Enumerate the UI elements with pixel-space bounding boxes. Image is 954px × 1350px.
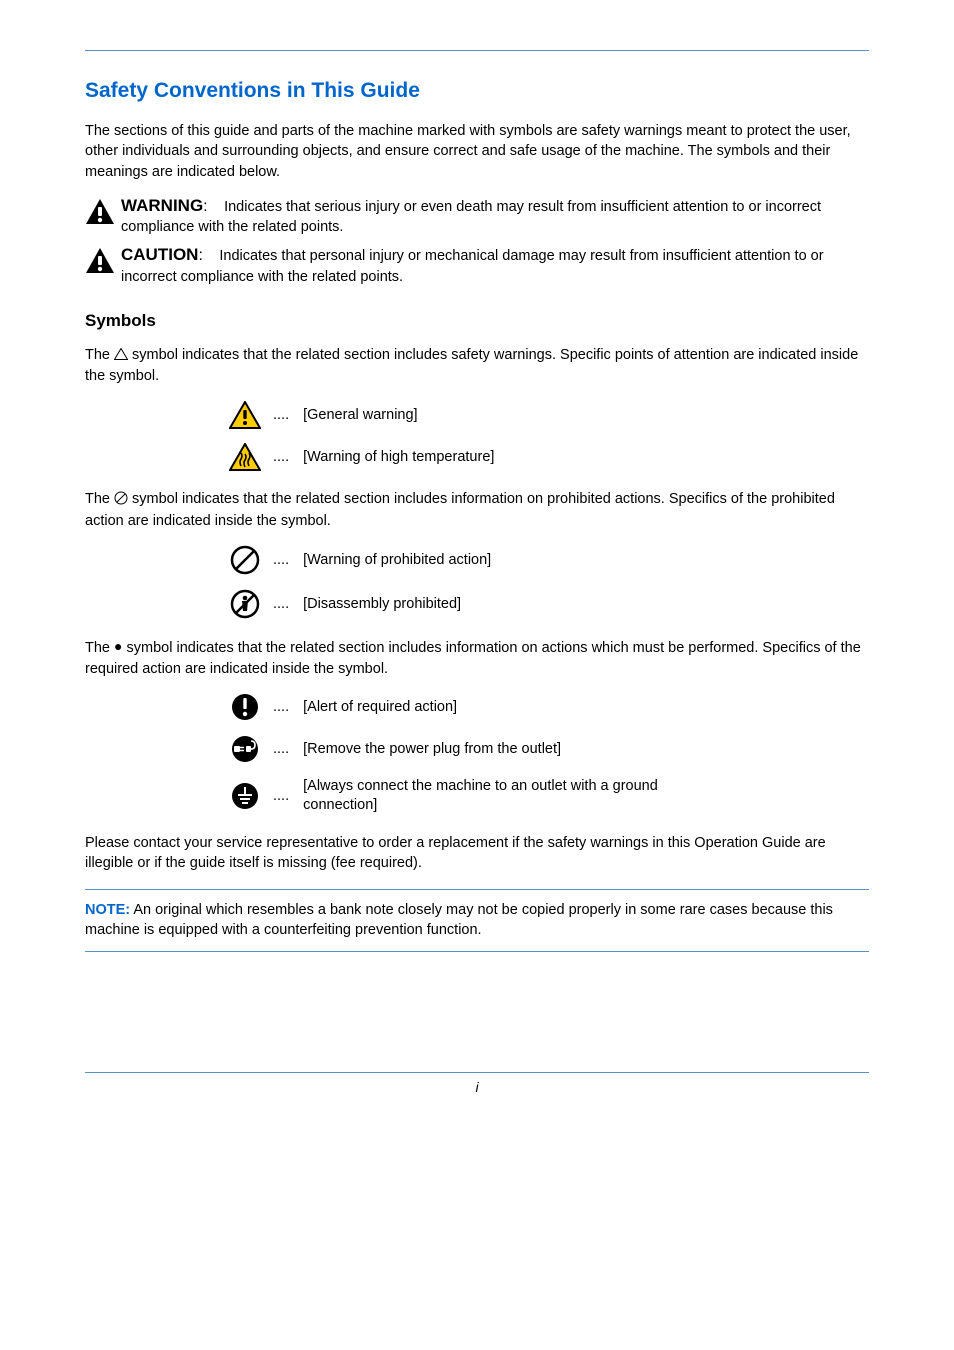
- caution-row: CAUTION: Indicates that personal injury …: [85, 245, 869, 287]
- dots: ....: [273, 699, 289, 715]
- circle-bang-icon: [225, 693, 265, 721]
- note-bottom-rule: [85, 951, 869, 952]
- circle-slash-icon: [225, 545, 265, 575]
- dots: ....: [273, 741, 289, 757]
- warning-label: WARNING: [121, 196, 203, 215]
- symbol-label: [Always connect the machine to an outlet…: [303, 777, 723, 815]
- dots: ....: [273, 449, 289, 465]
- symbols-heading: Symbols: [85, 311, 869, 331]
- symbol-label: [General warning]: [303, 407, 417, 423]
- closing-paragraph: Please contact your service representati…: [85, 833, 869, 874]
- symbol-row: .... [Warning of high temperature]: [225, 443, 869, 471]
- page-number: i: [475, 1079, 478, 1095]
- caution-colon: :: [198, 247, 202, 264]
- required-paragraph: The ● symbol indicates that the related …: [85, 637, 869, 679]
- intro-paragraph: The sections of this guide and parts of …: [85, 121, 869, 182]
- dots: ....: [273, 596, 289, 612]
- circle-plug-icon: [225, 735, 265, 763]
- symbol-row: .... [General warning]: [225, 401, 869, 429]
- warning-text-wrap: WARNING: Indicates that serious injury o…: [121, 196, 869, 238]
- symbol-row: .... [Always connect the machine to an o…: [225, 777, 869, 815]
- warning-text: Indicates that serious injury or even de…: [121, 199, 821, 235]
- req-post: symbol indicates that the related sectio…: [85, 640, 861, 676]
- symbol-row: .... [Alert of required action]: [225, 693, 869, 721]
- dots: ....: [273, 788, 289, 804]
- symbol-label: [Remove the power plug from the outlet]: [303, 741, 561, 757]
- note-text: An original which resembles a bank note …: [85, 902, 833, 938]
- warning-colon: :: [203, 198, 207, 215]
- triangle-bang-icon: [225, 401, 265, 429]
- symbol-row: .... [Warning of prohibited action]: [225, 545, 869, 575]
- circle-ground-icon: [225, 782, 265, 810]
- note-block: NOTE: An original which resembles a bank…: [85, 890, 869, 951]
- note-label: NOTE:: [85, 902, 130, 918]
- symbol-label: [Warning of prohibited action]: [303, 552, 491, 568]
- triangle-paragraph: The symbol indicates that the related se…: [85, 345, 869, 387]
- triangle-heat-icon: [225, 443, 265, 471]
- symbol-label: [Alert of required action]: [303, 699, 457, 715]
- caution-label: CAUTION: [121, 245, 198, 264]
- caution-triangle-icon: [85, 247, 115, 279]
- dots: ....: [273, 552, 289, 568]
- warning-triangle-icon: [85, 198, 115, 230]
- pro-post: symbol indicates that the related sectio…: [85, 491, 835, 529]
- symbol-label: [Disassembly prohibited]: [303, 596, 461, 612]
- caution-text-wrap: CAUTION: Indicates that personal injury …: [121, 245, 869, 287]
- circle-disassembly-icon: [225, 589, 265, 619]
- prohibit-paragraph: The symbol indicates that the related se…: [85, 489, 869, 532]
- symbol-label: [Warning of high temperature]: [303, 449, 494, 465]
- dots: ....: [273, 407, 289, 423]
- tri-pre: The: [85, 347, 114, 363]
- warning-row: WARNING: Indicates that serious injury o…: [85, 196, 869, 238]
- symbol-row: .... [Disassembly prohibited]: [225, 589, 869, 619]
- tri-post: symbol indicates that the related sectio…: [85, 347, 858, 384]
- top-rule: [85, 50, 869, 51]
- inline-prohibit-icon: [114, 491, 128, 511]
- caution-text: Indicates that personal injury or mechan…: [121, 248, 824, 284]
- inline-triangle-icon: [114, 346, 128, 366]
- section-title: Safety Conventions in This Guide: [85, 79, 869, 103]
- page: Safety Conventions in This Guide The sec…: [0, 0, 954, 1125]
- pro-pre: The: [85, 491, 114, 507]
- symbol-row: .... [Remove the power plug from the out…: [225, 735, 869, 763]
- footer: i: [85, 1072, 869, 1095]
- req-pre: The: [85, 640, 114, 656]
